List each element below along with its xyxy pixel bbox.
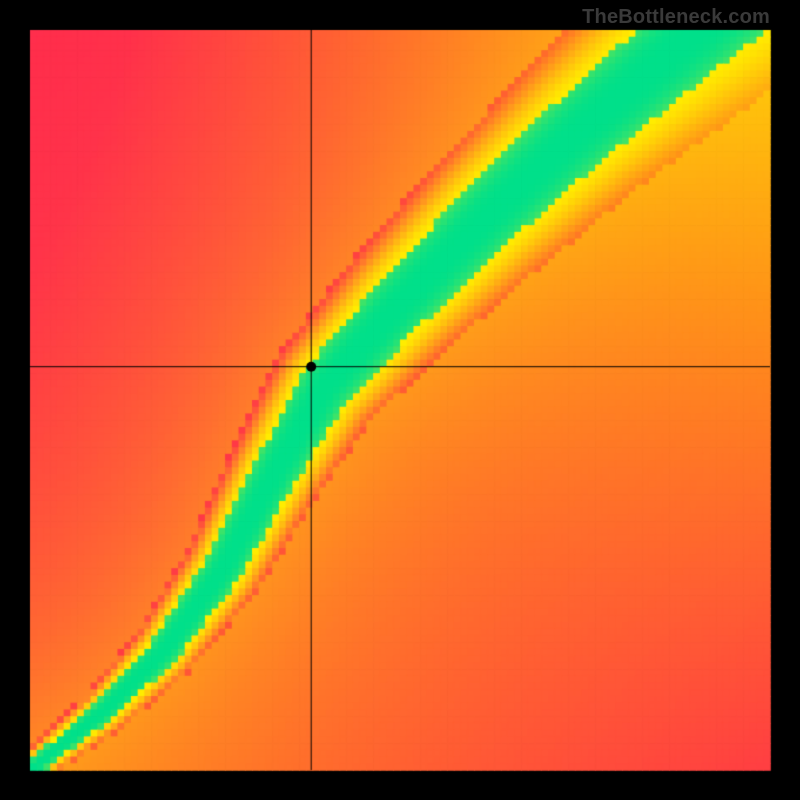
watermark-text: TheBottleneck.com: [582, 6, 770, 29]
bottleneck-heatmap: [0, 0, 800, 800]
chart-container: { "watermark": { "text": "TheBottleneck.…: [0, 0, 800, 800]
